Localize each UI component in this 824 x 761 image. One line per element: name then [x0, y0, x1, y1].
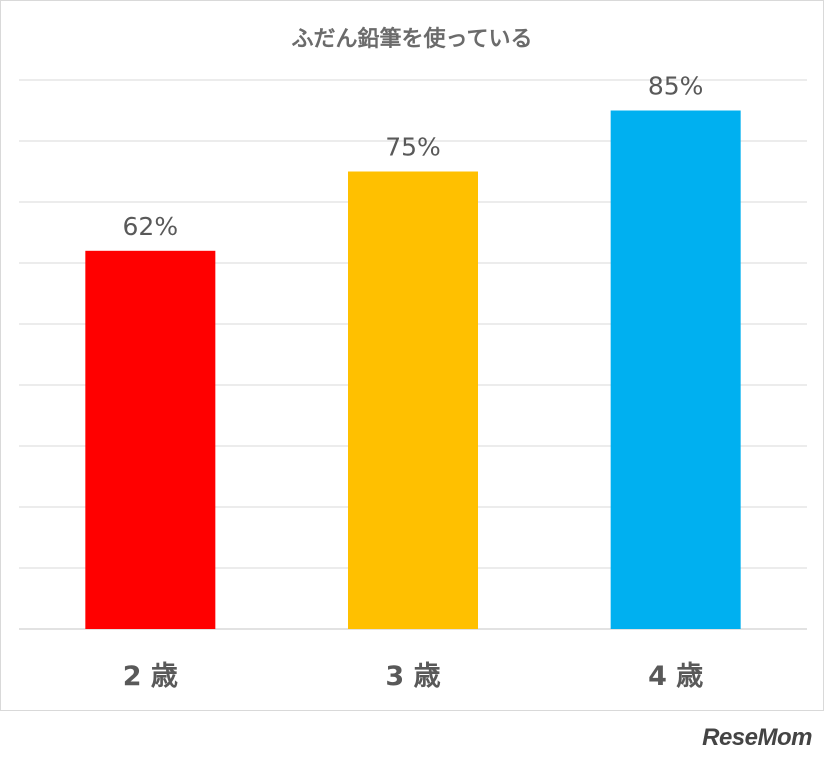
bars	[85, 110, 741, 630]
resemom-watermark: ReseMom	[702, 724, 812, 751]
data-label-3: 85%	[648, 72, 704, 101]
chart-frame: ふだん鉛筆を使っている 62% 75% 85% 2 歳 3 歳 4 歳	[0, 0, 824, 711]
data-labels: 62% 75% 85%	[123, 72, 704, 241]
category-labels: 2 歳 3 歳 4 歳	[123, 661, 704, 692]
bar-3	[610, 110, 741, 629]
bar-chart: ふだん鉛筆を使っている 62% 75% 85% 2 歳 3 歳 4 歳	[19, 26, 807, 692]
category-label-2: 3 歳	[385, 661, 440, 692]
data-label-2: 75%	[385, 133, 441, 162]
category-label-1: 2 歳	[123, 661, 178, 692]
data-label-1: 62%	[123, 212, 179, 241]
chart-title: ふだん鉛筆を使っている	[292, 26, 533, 52]
bar-1	[85, 250, 216, 630]
bar-2	[348, 171, 478, 629]
category-label-3: 4 歳	[648, 661, 703, 692]
